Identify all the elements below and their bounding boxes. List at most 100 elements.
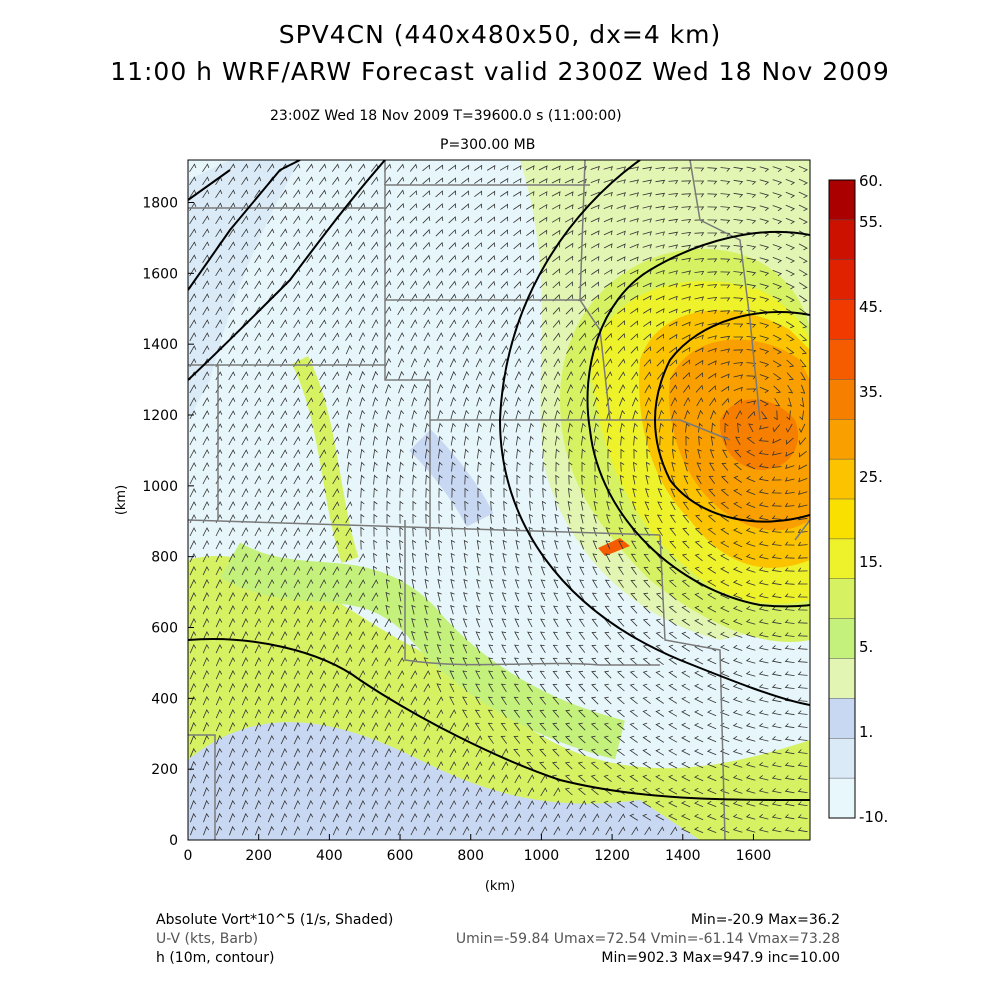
wind-barb [514,605,520,615]
wind-barb [525,203,535,210]
wind-barb [462,306,470,315]
wind-barb [566,384,574,394]
wind-barb [449,761,457,771]
wind-barb [502,566,507,576]
wind-barb [437,422,443,433]
wind-barb [202,163,210,173]
wind-barb [293,787,301,797]
wind-barb [229,825,236,836]
wind-barb [436,670,442,680]
wind-barb [733,362,744,367]
wind-barb [694,566,703,575]
wind-barb [616,761,625,770]
wind-barb [784,528,795,533]
wind-barb [332,293,340,302]
wind-barb [630,307,639,314]
wind-barb [797,814,808,819]
wind-barb [733,297,744,302]
wind-barb [280,774,288,784]
wind-barb [280,631,288,641]
wind-barb [425,474,430,485]
wind-barb [513,255,522,263]
wind-barb [370,163,379,172]
wind-barb [500,242,509,250]
wind-barb [462,696,468,706]
wind-barb [797,710,808,715]
wind-barb [759,166,770,173]
wind-barb [345,774,353,784]
wind-barb [758,813,769,820]
wind-barb [681,735,691,743]
wind-barb [758,502,769,508]
wind-barb [254,462,262,472]
wind-barb [655,696,664,704]
wind-barb [293,670,301,680]
wind-barb [254,410,262,420]
wind-barb [449,670,455,680]
wind-barb [503,500,508,511]
wind-barb [345,228,353,237]
wind-barb [564,774,573,783]
wind-barb [203,825,210,836]
wind-barb [617,644,625,653]
wind-barb [373,539,378,550]
colorbar-swatch [829,738,855,779]
wind-barb [581,448,586,459]
wind-barb [604,281,613,288]
wind-barb [695,372,704,380]
wind-barb [798,165,808,173]
wind-barb [642,683,651,692]
wind-barb [384,358,392,368]
wind-barb [758,762,769,768]
wind-barb [526,735,534,744]
x-tick-label: 1400 [665,848,701,864]
wind-barb [228,280,236,290]
wind-barb [579,527,585,537]
wind-barb [435,190,444,198]
field3-label: h (10m, contour) [156,950,275,966]
wind-barb [771,814,782,820]
wind-barb [541,500,547,511]
wind-barb [551,191,561,197]
wind-barb [254,163,262,172]
wind-barb [476,579,481,589]
wind-barb [451,461,456,472]
wind-barb [629,179,640,184]
wind-barb [215,254,223,264]
wind-barb [552,319,561,328]
wind-barb [501,631,507,641]
wind-barb [293,657,301,667]
wind-barb [616,179,626,184]
wind-barb [306,683,314,693]
wind-barb [293,254,301,263]
wind-barb [503,513,508,524]
wind-barb [332,449,340,459]
wind-barb [345,267,353,276]
wind-barb [399,513,404,524]
wind-barb [202,228,210,238]
wind-barb [732,826,743,833]
wind-barb [396,241,405,250]
wind-barb [551,178,561,184]
wind-barb [590,774,599,783]
wind-barb [526,255,535,263]
wind-barb [758,632,769,638]
wind-barb [655,631,664,640]
wind-barb [425,461,430,472]
wind-barb [202,670,210,680]
wind-barb [525,190,535,197]
wind-barb [345,748,353,758]
wind-barb [189,384,197,394]
wind-barb [643,592,651,601]
wind-barb [386,513,391,524]
wind-barb [604,592,611,601]
wind-barb [758,476,769,482]
wind-barb [799,397,805,408]
wind-barb [552,255,561,263]
wind-barb [399,526,404,537]
wind-barb [785,166,796,173]
wind-barb [539,709,547,718]
wind-barb [267,631,275,641]
wind-barb [386,552,391,563]
wind-barb [606,422,612,433]
